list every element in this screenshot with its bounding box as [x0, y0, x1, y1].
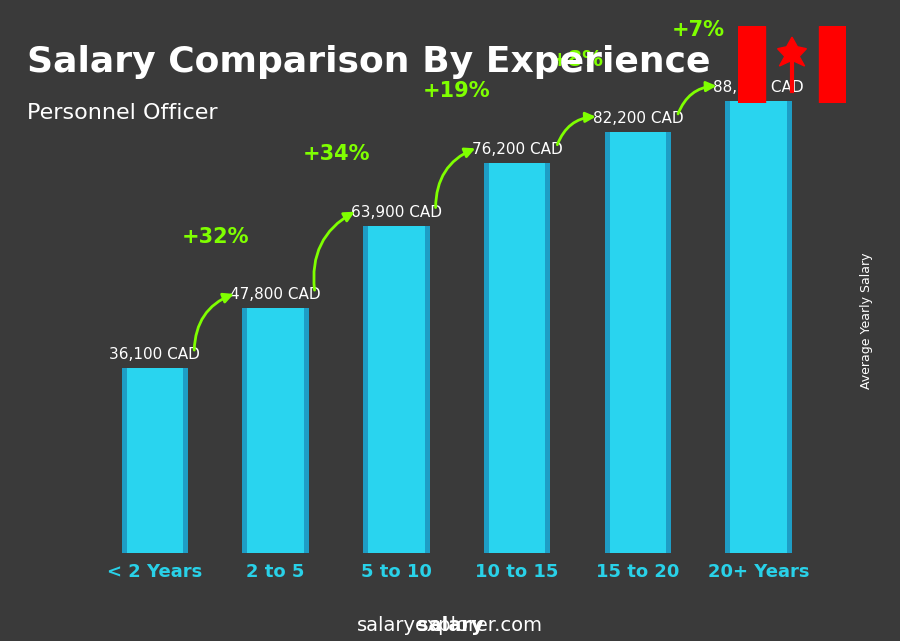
Text: Personnel Officer: Personnel Officer: [27, 103, 218, 122]
Bar: [605, 132, 671, 553]
Bar: [738, 26, 765, 103]
Text: +32%: +32%: [182, 227, 249, 247]
Bar: [248, 308, 304, 553]
Text: 47,800 CAD: 47,800 CAD: [230, 287, 321, 302]
Bar: [730, 101, 787, 553]
Bar: [819, 26, 846, 103]
Text: 76,200 CAD: 76,200 CAD: [472, 142, 562, 156]
Bar: [127, 369, 184, 553]
Bar: [122, 369, 188, 553]
Text: 63,900 CAD: 63,900 CAD: [351, 204, 442, 220]
Text: +8%: +8%: [551, 51, 604, 71]
Text: +7%: +7%: [671, 20, 724, 40]
Text: 82,200 CAD: 82,200 CAD: [592, 111, 683, 126]
Bar: [242, 308, 309, 553]
Text: Salary Comparison By Experience: Salary Comparison By Experience: [27, 45, 710, 79]
Bar: [368, 226, 425, 553]
Bar: [609, 132, 666, 553]
Bar: [725, 101, 792, 553]
Text: 88,200 CAD: 88,200 CAD: [714, 80, 804, 95]
Bar: [364, 226, 429, 553]
Text: salary: salary: [417, 615, 483, 635]
Bar: [489, 163, 545, 553]
Text: 36,100 CAD: 36,100 CAD: [110, 347, 201, 362]
Text: Average Yearly Salary: Average Yearly Salary: [860, 253, 873, 388]
Bar: [484, 163, 550, 553]
Polygon shape: [778, 37, 806, 66]
Text: +34%: +34%: [302, 144, 370, 164]
Text: salaryexplorer.com: salaryexplorer.com: [357, 615, 543, 635]
Text: +19%: +19%: [423, 81, 491, 101]
